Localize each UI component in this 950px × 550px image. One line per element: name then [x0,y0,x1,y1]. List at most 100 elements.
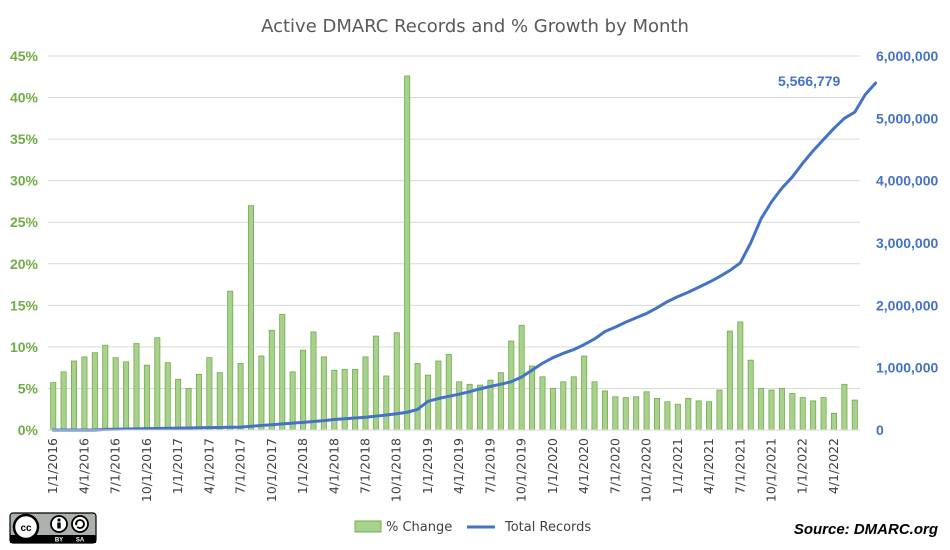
bar [560,381,567,431]
bar [123,361,130,431]
bar [383,375,390,431]
bar [175,378,182,431]
x-tick-label: 4/1/2022 [826,438,841,494]
bar [539,376,546,431]
bar [758,388,765,431]
x-tick-label: 10/1/2019 [514,438,529,502]
y-right-tick-label: 1,000,000 [876,360,938,376]
y-left-tick-label: 15% [10,297,39,313]
y-left-tick-label: 5% [18,380,39,396]
y-left-tick-label: 45% [10,48,39,64]
bar [258,355,265,431]
bar [737,321,744,431]
bar [71,360,78,431]
bar [289,371,296,431]
bar [633,396,640,431]
x-tick-label: 1/1/2019 [420,438,435,494]
x-tick-label: 4/1/2020 [576,438,591,494]
x-axis: 1/1/2016 4/1/2016 7/1/2016 10/1/2016 1/1/201… [45,438,841,502]
bar [508,340,515,431]
cc-mark: cc [20,523,32,534]
x-tick-label: 1/1/2018 [295,438,310,494]
bar [154,337,161,431]
bar [789,393,796,431]
bar [747,359,754,431]
bar [706,401,713,431]
x-tick-label: 7/1/2020 [607,438,622,494]
bar [404,75,411,431]
bar [268,329,275,431]
x-tick-label: 1/1/2021 [670,438,685,494]
bar [195,373,202,431]
y-left-tick-label: 25% [10,214,39,230]
legend-label-total: Total Records [504,520,591,535]
bar [164,362,171,431]
bar [799,397,806,431]
bar [820,397,827,431]
bar [612,396,619,431]
y-right-tick-label: 6,000,000 [876,48,938,64]
x-tick-label: 4/1/2016 [76,438,91,494]
x-tick-label: 10/1/2018 [389,438,404,502]
x-tick-label: 1/1/2022 [795,438,810,494]
bar [549,388,556,431]
bar [456,381,463,431]
bar [716,389,723,431]
bar [591,381,598,431]
y-axis-left: 0% 5% 10% 15% 20% 25% 30% 35% 40% 45% [10,48,39,438]
bar [851,399,858,431]
bar [91,352,98,431]
bar [341,368,348,431]
bar [664,401,671,431]
last-value-annotation: 5,566,779 [778,73,840,89]
bar [643,391,650,431]
x-tick-label: 4/1/2019 [451,438,466,494]
bar [50,382,57,431]
y-right-tick-label: 2,000,000 [876,297,938,313]
x-tick-label: 10/1/2020 [639,438,654,502]
y-right-tick-label: 3,000,000 [876,235,938,251]
bar [435,360,442,431]
x-tick-label: 1/1/2016 [45,438,60,494]
bar [685,398,692,431]
bar [300,349,307,431]
bar [414,363,421,431]
bar [653,398,661,431]
x-tick-label: 7/1/2017 [233,438,248,494]
bar [133,343,140,431]
bar [570,376,577,431]
x-tick-label: 7/1/2016 [108,438,123,494]
y-left-tick-label: 40% [10,90,39,106]
bar [830,412,837,431]
bar [112,357,119,431]
y-right-tick-label: 0 [876,422,884,438]
y-left-tick-label: 10% [10,339,39,355]
x-tick-label: 4/1/2018 [326,438,341,494]
x-tick-label: 7/1/2019 [482,438,497,494]
legend-swatch-bar [354,520,382,533]
x-tick-label: 7/1/2018 [358,438,373,494]
bar [81,356,88,431]
bar [529,365,536,431]
x-tick-label: 4/1/2021 [701,438,716,494]
bar [279,314,286,431]
bar [102,344,109,431]
legend: % Change Total Records [354,520,591,535]
y-right-tick-label: 4,000,000 [876,173,938,189]
share-alike-icon [71,515,89,533]
y-right-tick-label: 5,000,000 [876,110,938,126]
gridlines [48,55,860,431]
x-tick-label: 10/1/2016 [139,438,154,502]
x-tick-label: 10/1/2021 [764,438,779,502]
bar [778,388,785,431]
bar [237,363,244,431]
bar-series [50,75,858,431]
bar [362,356,369,431]
x-tick-label: 1/1/2020 [545,438,560,494]
bar [726,330,733,431]
total-records-line [51,81,878,432]
bar [247,205,255,431]
x-tick-label: 10/1/2017 [264,438,279,502]
bar [497,372,504,431]
